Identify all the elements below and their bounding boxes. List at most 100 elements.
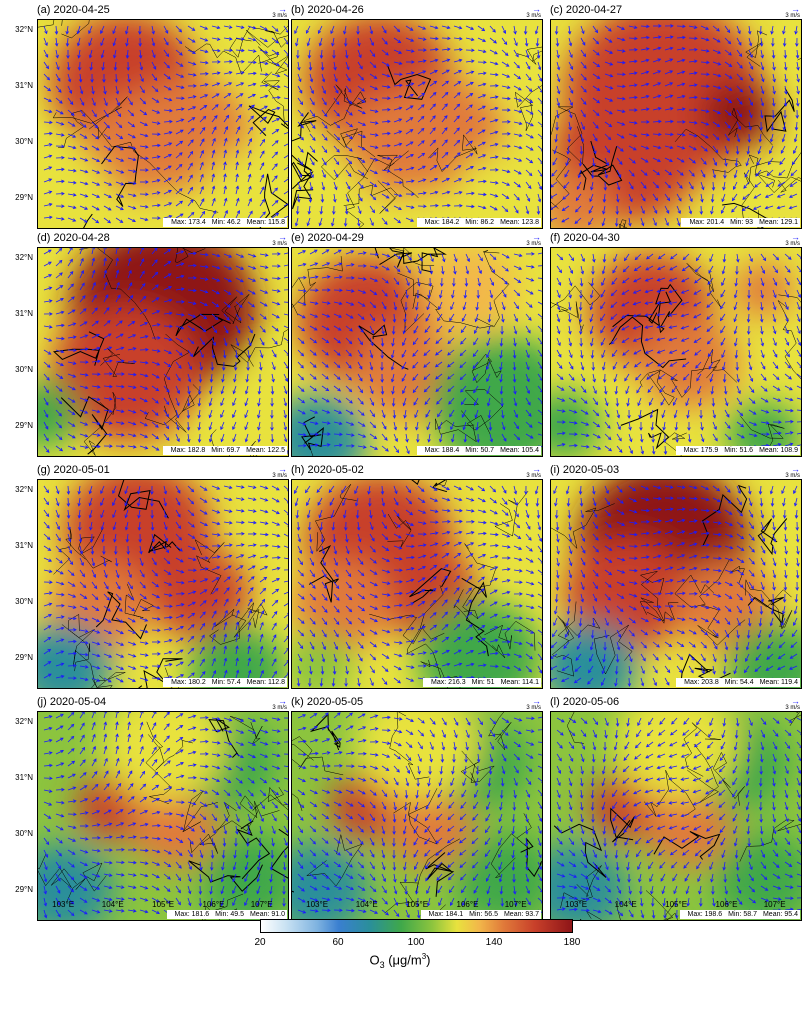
wind-vector-head — [397, 39, 402, 44]
wind-vector — [676, 25, 686, 27]
wind-vector-head — [746, 331, 751, 335]
wind-vector — [501, 25, 506, 34]
wind-vector-head — [348, 353, 352, 357]
wind-vector-head — [518, 158, 523, 162]
wind-vector-head — [656, 325, 661, 329]
wind-vector-head — [190, 199, 194, 203]
wind-vector — [333, 193, 336, 202]
wind-vector-head — [176, 390, 180, 395]
wind-vector — [223, 126, 228, 135]
wind-vector-head — [717, 98, 722, 102]
wind-vector-head — [557, 282, 562, 286]
wind-vector — [489, 289, 493, 298]
wind-vector — [604, 73, 613, 77]
wind-vector — [429, 37, 439, 40]
wind-vector — [333, 157, 340, 165]
wind-vector — [720, 301, 726, 309]
wind-vector-head — [324, 125, 328, 129]
wind-vector-head — [338, 314, 343, 318]
wind-vector-head — [60, 217, 65, 221]
wind-vector-head — [240, 25, 245, 29]
wind-vector — [628, 421, 631, 430]
wind-vector — [413, 397, 419, 406]
wind-vector — [210, 373, 213, 383]
wind-vector — [447, 373, 455, 380]
wind-vector — [163, 273, 172, 279]
wind-vector — [151, 397, 159, 404]
wind-vector-head — [789, 183, 794, 187]
wind-vector-head — [362, 434, 367, 438]
wind-vector-head — [422, 191, 427, 195]
wind-vector-head — [223, 161, 227, 166]
wind-vector-head — [410, 49, 415, 53]
wind-vector-head — [633, 71, 638, 75]
wind-vector-head — [646, 24, 650, 29]
wind-vector — [91, 169, 100, 174]
wind-vector-head — [72, 361, 77, 365]
wind-vector — [381, 37, 388, 45]
wind-vector-head — [48, 558, 53, 562]
wind-vector — [735, 277, 738, 286]
wind-vector — [720, 313, 726, 321]
wind-vector-head — [265, 83, 269, 88]
wind-vector-head — [156, 617, 161, 621]
wind-vector — [453, 25, 462, 29]
wind-vector — [357, 181, 364, 189]
admin-boundary — [184, 43, 262, 75]
wind-vector — [688, 169, 695, 177]
wind-vector — [321, 397, 330, 403]
wind-vector-head — [491, 269, 496, 274]
wind-vector — [688, 37, 698, 39]
wind-vector-head — [144, 335, 149, 339]
wind-vector-head — [424, 329, 429, 333]
wind-vector-head — [506, 182, 511, 186]
wind-vector-head — [644, 301, 649, 305]
wind-vector-head — [739, 76, 743, 81]
wind-vector — [760, 361, 766, 370]
wind-vector-head — [59, 100, 63, 104]
reference-vector: → 3 m/s — [526, 5, 541, 20]
wind-vector — [489, 61, 498, 65]
wind-vector-head — [728, 75, 733, 79]
wind-vector — [695, 265, 702, 272]
wind-vector-head — [275, 129, 280, 133]
wind-vector-head — [84, 169, 89, 174]
wind-vector — [645, 277, 654, 282]
wind-vector-head — [403, 414, 407, 419]
wind-vector-head — [97, 359, 101, 364]
wind-vector-head — [100, 490, 104, 495]
wind-vector — [580, 49, 586, 57]
wind-vector — [163, 409, 169, 417]
wind-vector — [115, 593, 122, 601]
wind-vector-head — [332, 55, 336, 59]
wind-vector-head — [283, 402, 288, 407]
wind-vector-head — [611, 281, 615, 285]
wind-vector — [309, 337, 317, 344]
wind-vector — [198, 421, 201, 430]
wind-vector — [67, 497, 69, 507]
wind-vector-head — [530, 122, 534, 127]
wind-vector — [706, 325, 714, 332]
wind-vector-head — [657, 158, 661, 162]
wind-vector — [537, 313, 542, 318]
wind-vector — [151, 593, 160, 598]
wind-vector-head — [298, 174, 303, 178]
wind-vector-head — [153, 561, 157, 566]
wind-vector-head — [705, 122, 710, 126]
latitude-label: 31°N — [15, 81, 33, 90]
wind-vector — [55, 545, 62, 553]
wind-vector — [357, 205, 362, 214]
wind-vector — [669, 325, 678, 329]
wind-vector-head — [192, 601, 196, 606]
wind-vector — [477, 193, 487, 196]
wind-vector — [43, 85, 51, 92]
wind-vector — [695, 361, 702, 369]
wind-vector — [318, 25, 323, 34]
wind-vector — [247, 72, 257, 75]
wind-vector-head — [760, 54, 764, 59]
wind-vector — [652, 169, 660, 176]
wind-vector-head — [180, 250, 185, 254]
wind-vector — [429, 127, 436, 135]
wind-vector — [247, 544, 256, 547]
wind-vector — [211, 138, 216, 147]
